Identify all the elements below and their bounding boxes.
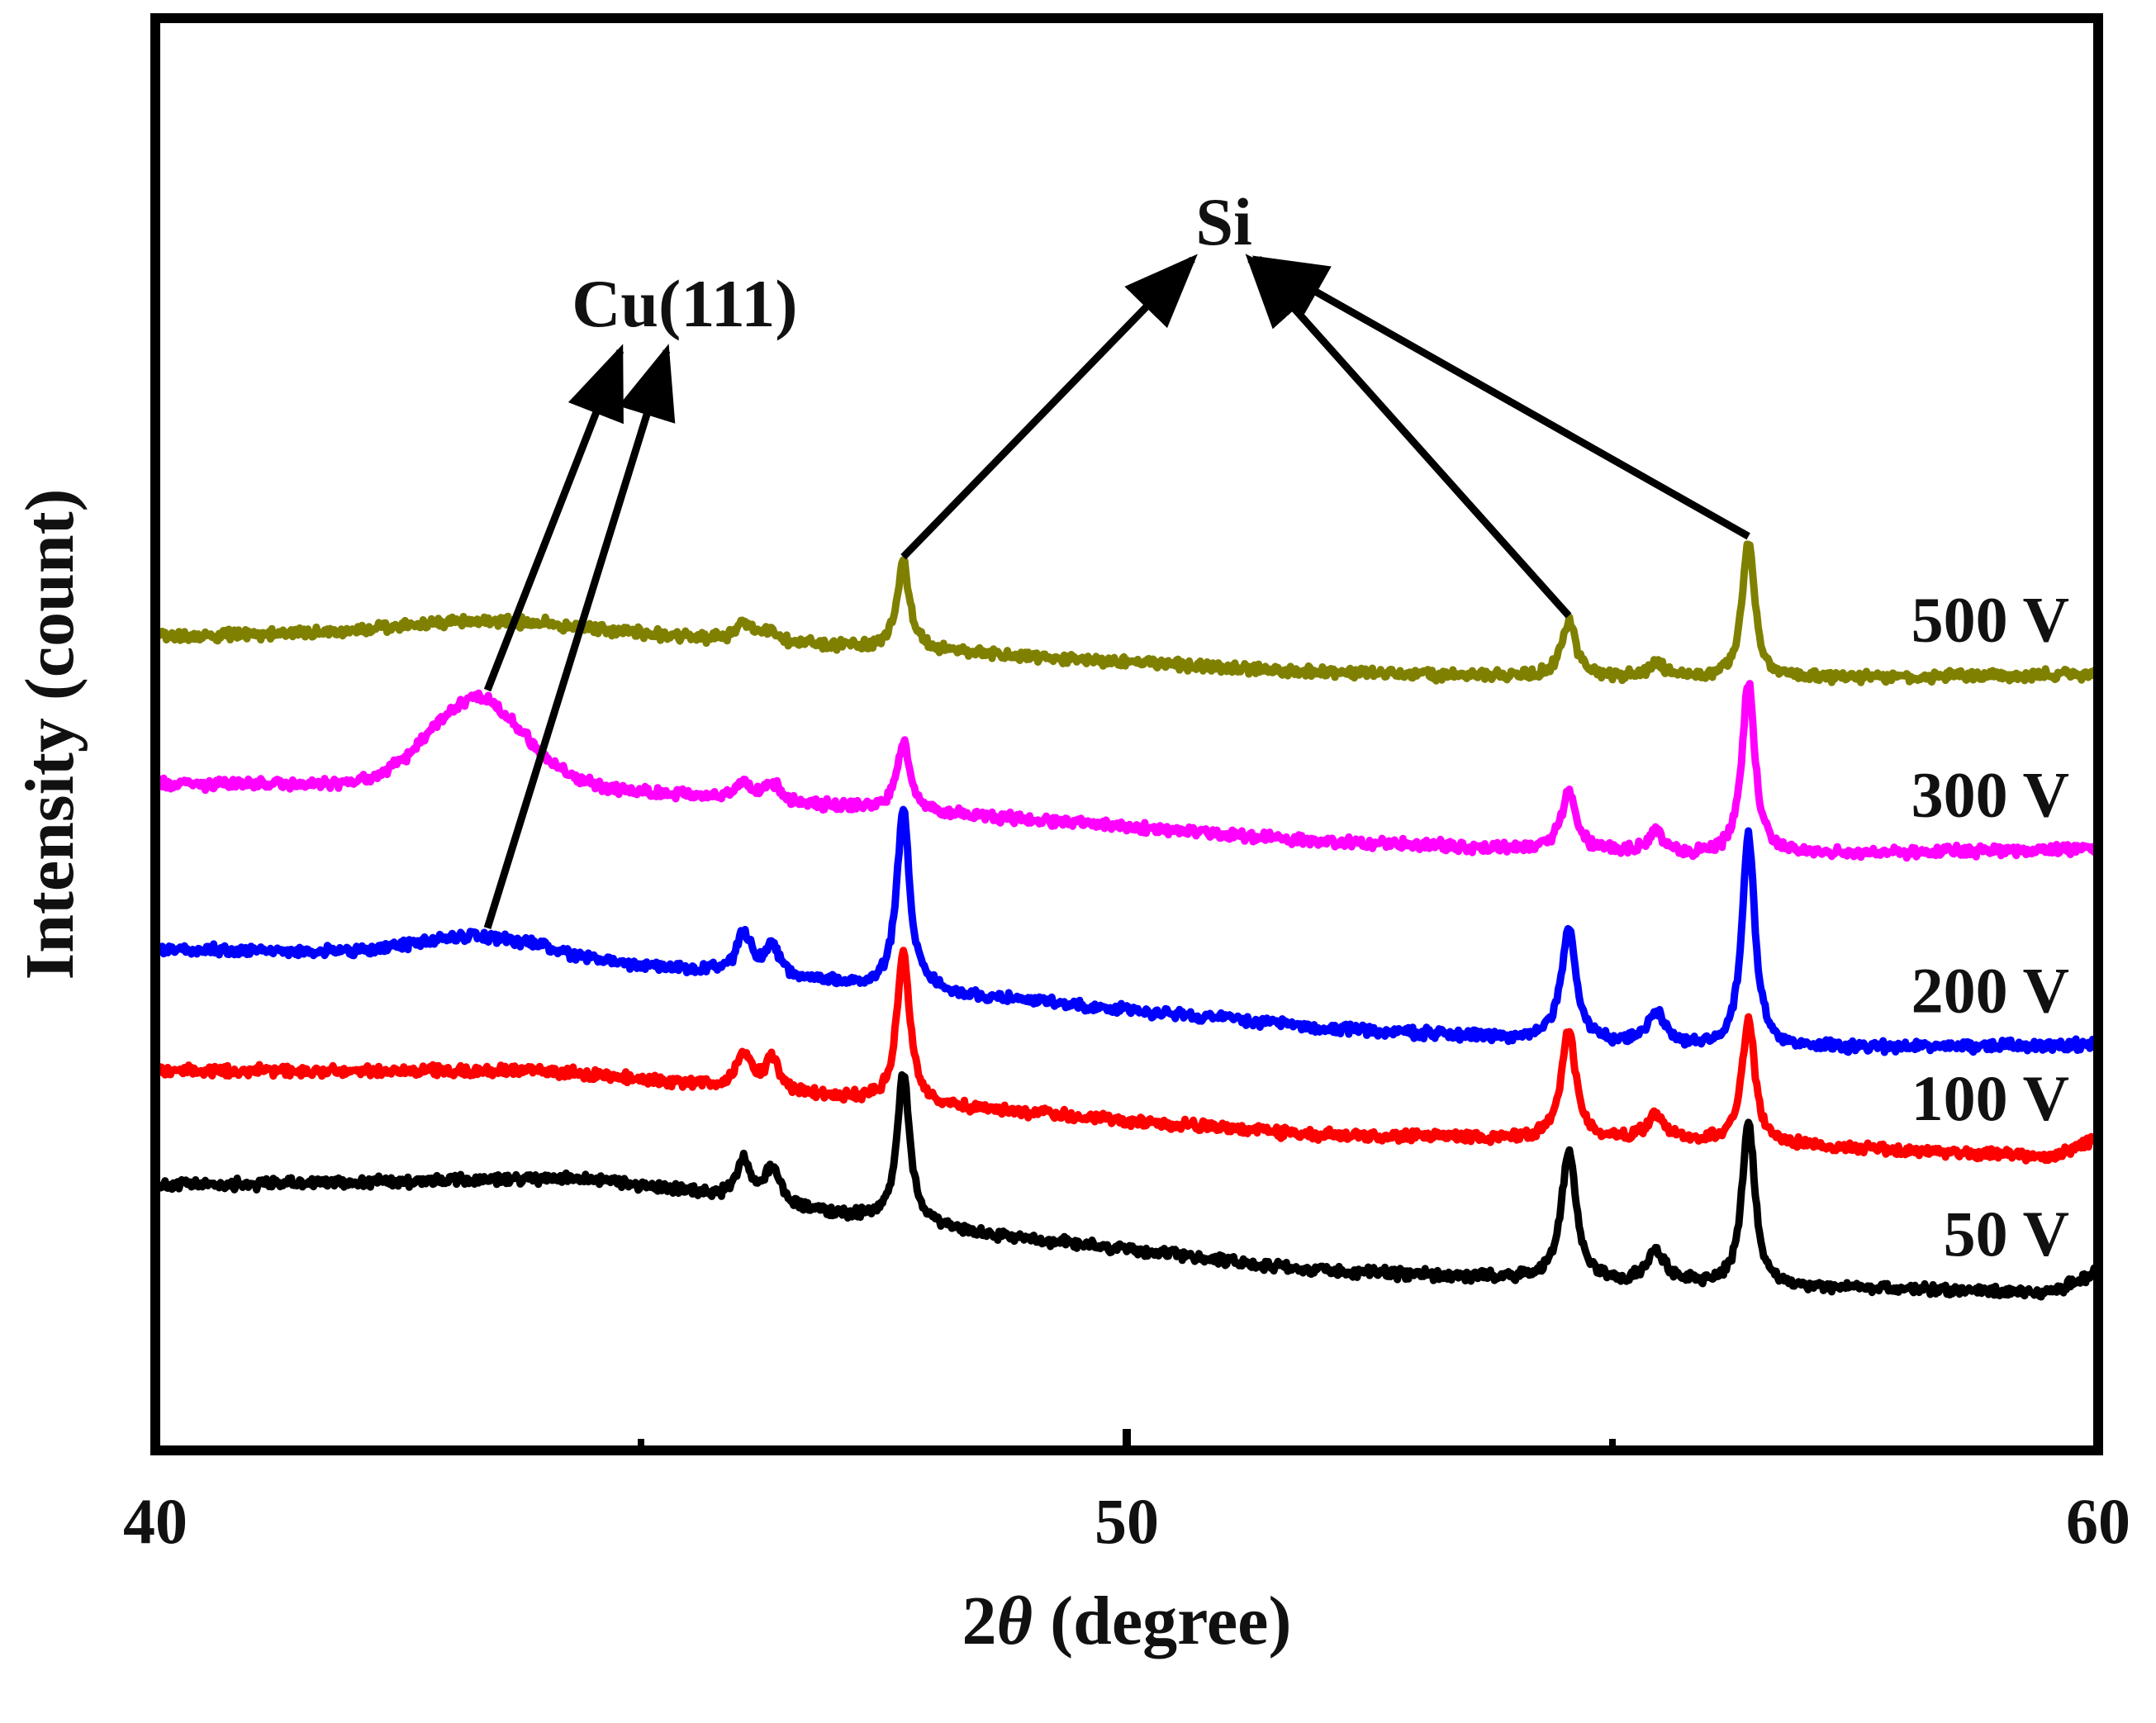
x-axis-label-prefix: 2 bbox=[962, 1583, 997, 1659]
series-label-50-v: 50 V bbox=[1944, 1198, 2069, 1270]
plot-frame bbox=[150, 13, 2103, 1455]
cu111-arrow bbox=[483, 344, 676, 929]
series-label-200-v: 200 V bbox=[1911, 955, 2069, 1027]
annotation-cu111: Cu(111) bbox=[572, 266, 797, 341]
y-axis-label: Intensity (count) bbox=[12, 488, 88, 980]
series-label-500-v: 500 V bbox=[1911, 584, 2069, 656]
series-line-100-v bbox=[153, 947, 2101, 1165]
x-axis-label: 2θ (degree) bbox=[962, 1583, 1292, 1659]
annotation-si: Si bbox=[1195, 184, 1251, 259]
si-arrow bbox=[900, 254, 1198, 560]
series-label-100-v: 100 V bbox=[1911, 1062, 2069, 1134]
series-line-300-v bbox=[152, 680, 2102, 862]
series-label-300-v: 300 V bbox=[1911, 758, 2069, 830]
series-line-50-v bbox=[151, 1070, 2102, 1301]
si-arrow bbox=[1245, 254, 1572, 619]
x-tick-label: 60 bbox=[2066, 1485, 2130, 1557]
x-tick-label: 40 bbox=[123, 1485, 188, 1557]
cu111-arrow bbox=[483, 344, 624, 692]
x-axis-label-suffix: (degree) bbox=[1033, 1583, 1291, 1659]
x-tick-label: 50 bbox=[1095, 1485, 1159, 1557]
series-line-200-v bbox=[151, 805, 2102, 1056]
theta-symbol: θ bbox=[997, 1583, 1033, 1659]
si-arrow bbox=[1251, 255, 1750, 540]
series-line-500-v bbox=[152, 540, 2101, 686]
